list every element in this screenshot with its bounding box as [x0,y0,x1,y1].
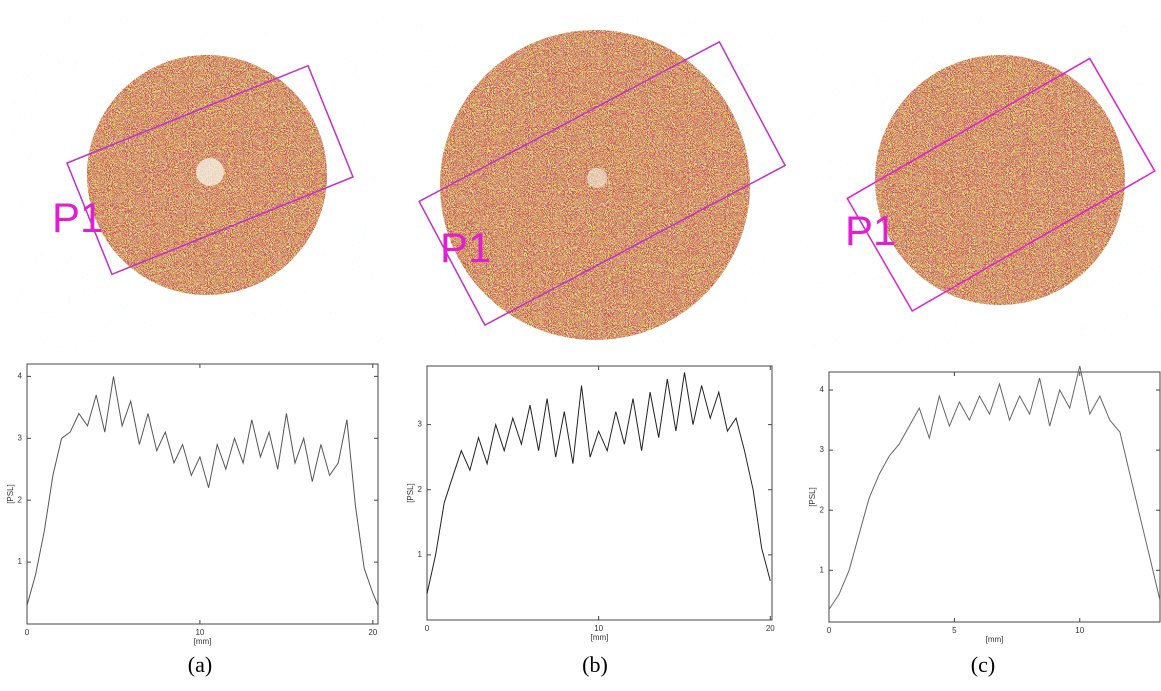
x-tick-label: 0 [425,624,430,633]
roi-label: P1 [440,224,491,271]
x-tick-label: 10 [1075,626,1084,635]
y-tick-label: 4 [820,385,825,394]
image-a: P1 [12,13,388,348]
y-tick-label: 4 [18,371,23,380]
y-axis-label: [PSL] [6,484,15,504]
x-tick-label: 10 [594,624,603,633]
image-c: P1 [802,13,1161,348]
y-tick-label: 1 [18,557,23,566]
y-tick-label: 2 [18,495,23,504]
y-tick-label: 1 [820,565,825,574]
disk-hole [587,168,607,188]
roi-box [66,64,354,276]
panel-label: (a) [188,652,212,677]
x-tick-label: 20 [368,628,377,637]
y-axis-label: [PSL] [406,483,415,503]
plot-frame [828,371,1161,623]
y-tick-label: 3 [418,420,423,429]
roi-label: P1 [52,194,103,241]
image-b: P1 [413,13,787,348]
x-axis-label: [mm] [591,633,609,642]
x-tick-label: 5 [952,626,957,635]
roi-label: P1 [845,207,896,254]
x-axis-label: [mm] [986,635,1004,644]
plot-frame [426,365,773,621]
roi-box [846,57,1156,313]
x-tick-label: 20 [766,624,775,633]
profile-line [26,376,379,606]
panel-label: (b) [582,652,608,677]
profile-line [828,365,1161,610]
x-tick-label: 10 [195,628,204,637]
roi-box [418,40,787,327]
x-axis-label: [mm] [194,637,212,646]
y-axis-label: [PSL] [808,487,817,507]
disk [875,55,1125,305]
plot-frame [26,363,379,625]
y-tick-label: 3 [18,433,23,442]
panel-label: (c) [971,652,995,677]
disk-hole [196,158,224,186]
y-tick-label: 2 [820,505,825,514]
y-tick-label: 3 [820,445,825,454]
y-tick-label: 2 [418,485,423,494]
profile-line [426,372,771,595]
x-tick-label: 0 [827,626,832,635]
y-tick-label: 1 [418,550,423,559]
x-tick-label: 0 [25,628,30,637]
